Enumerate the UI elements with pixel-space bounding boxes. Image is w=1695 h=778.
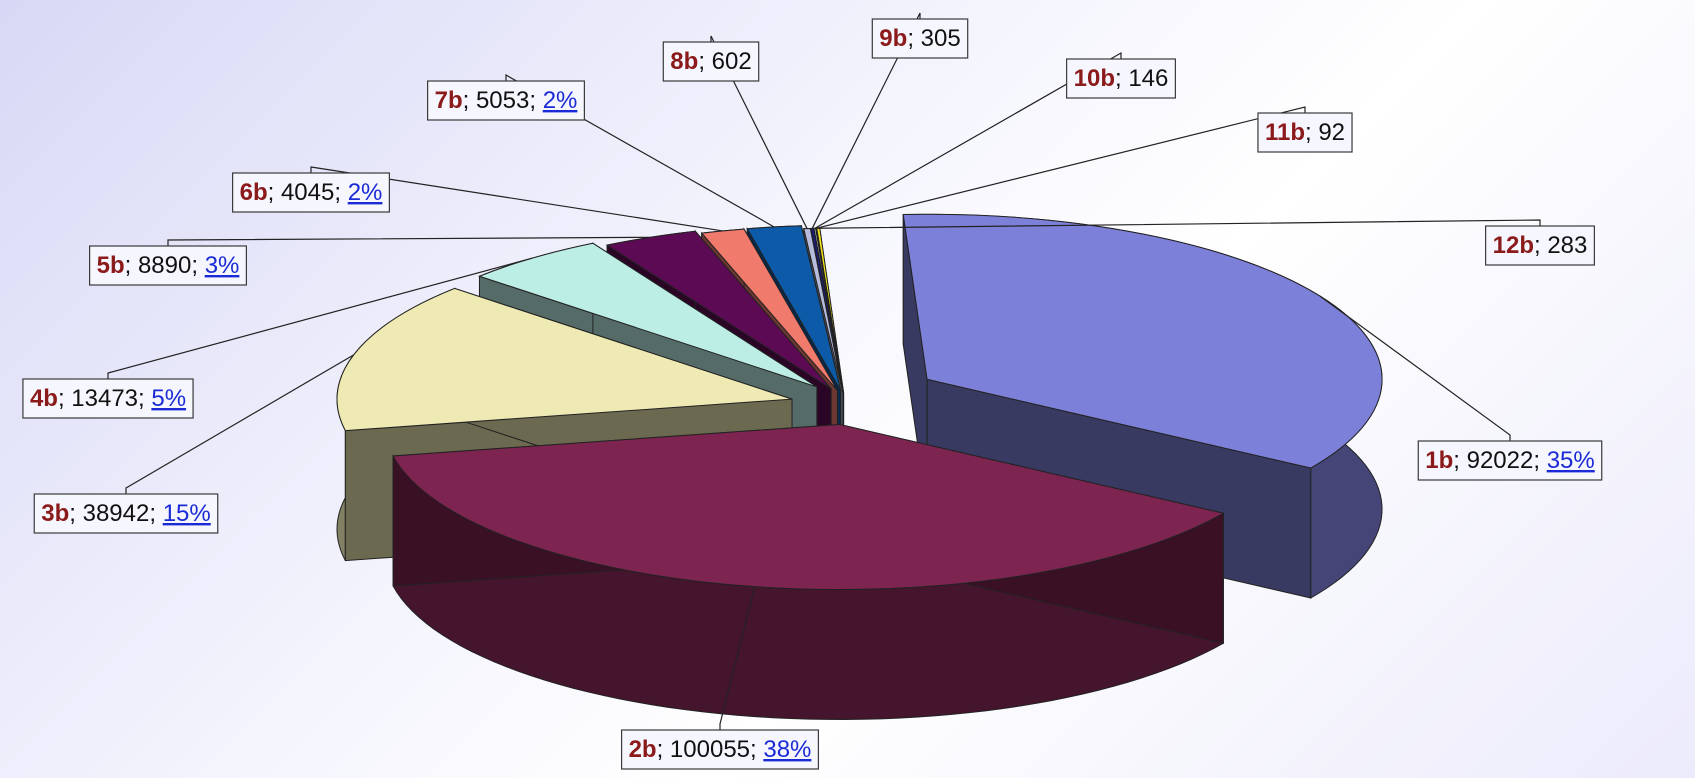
data-label-name-5b: 5b [97, 252, 125, 279]
data-label-8b: 8b; 602 [670, 48, 751, 75]
pie-slice-top-8b [803, 227, 844, 394]
data-label-value-6b: ; 4045; [268, 179, 348, 206]
data-label-value-11b: ; 92 [1305, 119, 1345, 146]
data-label-box-10b [1066, 58, 1176, 99]
data-label-name-8b: 8b [670, 48, 698, 75]
data-label-percent-4b: 5% [151, 385, 186, 412]
pie-slice-top-7b [746, 225, 842, 391]
data-label-11b: 11b; 92 [1265, 119, 1345, 146]
pie-slice-top-1b [902, 213, 1383, 469]
data-label-12b: 12b; 283 [1493, 232, 1588, 259]
data-label-value-4b: ; 13473; [58, 385, 151, 412]
data-label-value-3b: ; 38942; [69, 500, 162, 527]
data-label-3b: 3b; 38942; 15% [41, 500, 210, 527]
data-label-box-3b [33, 493, 219, 534]
data-label-10b: 10b; 146 [1074, 65, 1169, 92]
data-label-name-4b: 4b [30, 385, 58, 412]
data-label-name-2b: 2b [629, 736, 657, 763]
data-label-value-1b: ; 92022; [1453, 447, 1546, 474]
data-label-box-7b [427, 80, 585, 121]
data-label-box-6b [232, 172, 390, 213]
pie-slice-top-2b [392, 423, 1225, 590]
leader-line-3b [125, 354, 355, 501]
data-label-9b: 9b; 305 [879, 25, 960, 52]
data-label-box-2b [620, 729, 820, 770]
data-label-percent-6b: 2% [348, 179, 383, 206]
data-label-name-11b: 11b [1265, 119, 1305, 146]
data-label-name-12b: 12b [1493, 232, 1534, 259]
data-label-name-10b: 10b [1074, 65, 1115, 92]
data-label-box-4b [22, 378, 194, 419]
data-label-6b: 6b; 4045; 2% [240, 179, 383, 206]
data-label-name-7b: 7b [435, 87, 463, 114]
data-label-percent-7b: 2% [543, 87, 578, 114]
data-label-percent-1b: 35% [1547, 447, 1595, 474]
data-label-value-5b: ; 8890; [125, 252, 205, 279]
data-label-box-5b [89, 245, 247, 286]
data-label-box-12b [1485, 225, 1595, 266]
data-label-name-3b: 3b [41, 500, 69, 527]
data-label-value-7b: ; 5053; [463, 87, 543, 114]
data-label-value-9b: ; 305 [907, 25, 960, 52]
data-label-value-10b: ; 146 [1115, 65, 1168, 92]
data-label-name-6b: 6b [240, 179, 268, 206]
data-label-7b: 7b; 5053; 2% [435, 87, 578, 114]
data-label-percent-2b: 38% [763, 736, 811, 763]
pie-slice-top-4b [478, 242, 818, 388]
data-label-name-1b: 1b [1425, 447, 1453, 474]
data-label-box-1b [1417, 440, 1603, 481]
data-label-2b: 2b; 100055; 38% [629, 736, 812, 763]
data-label-value-12b: ; 283 [1534, 232, 1587, 259]
data-label-percent-3b: 15% [163, 500, 211, 527]
data-label-name-9b: 9b [879, 25, 907, 52]
pie-slice-2b [392, 423, 1225, 720]
data-label-5b: 5b; 8890; 3% [97, 252, 240, 279]
data-label-box-8b [662, 41, 760, 82]
data-label-1b: 1b; 92022; 35% [1425, 447, 1594, 474]
data-label-4b: 4b; 13473; 5% [30, 385, 186, 412]
data-label-percent-5b: 3% [205, 252, 240, 279]
data-label-value-8b: ; 602 [698, 48, 751, 75]
data-label-box-9b [871, 18, 969, 59]
leader-line-11b [815, 106, 1306, 229]
data-label-value-2b: ; 100055; [657, 736, 764, 763]
data-label-box-11b [1257, 112, 1353, 153]
